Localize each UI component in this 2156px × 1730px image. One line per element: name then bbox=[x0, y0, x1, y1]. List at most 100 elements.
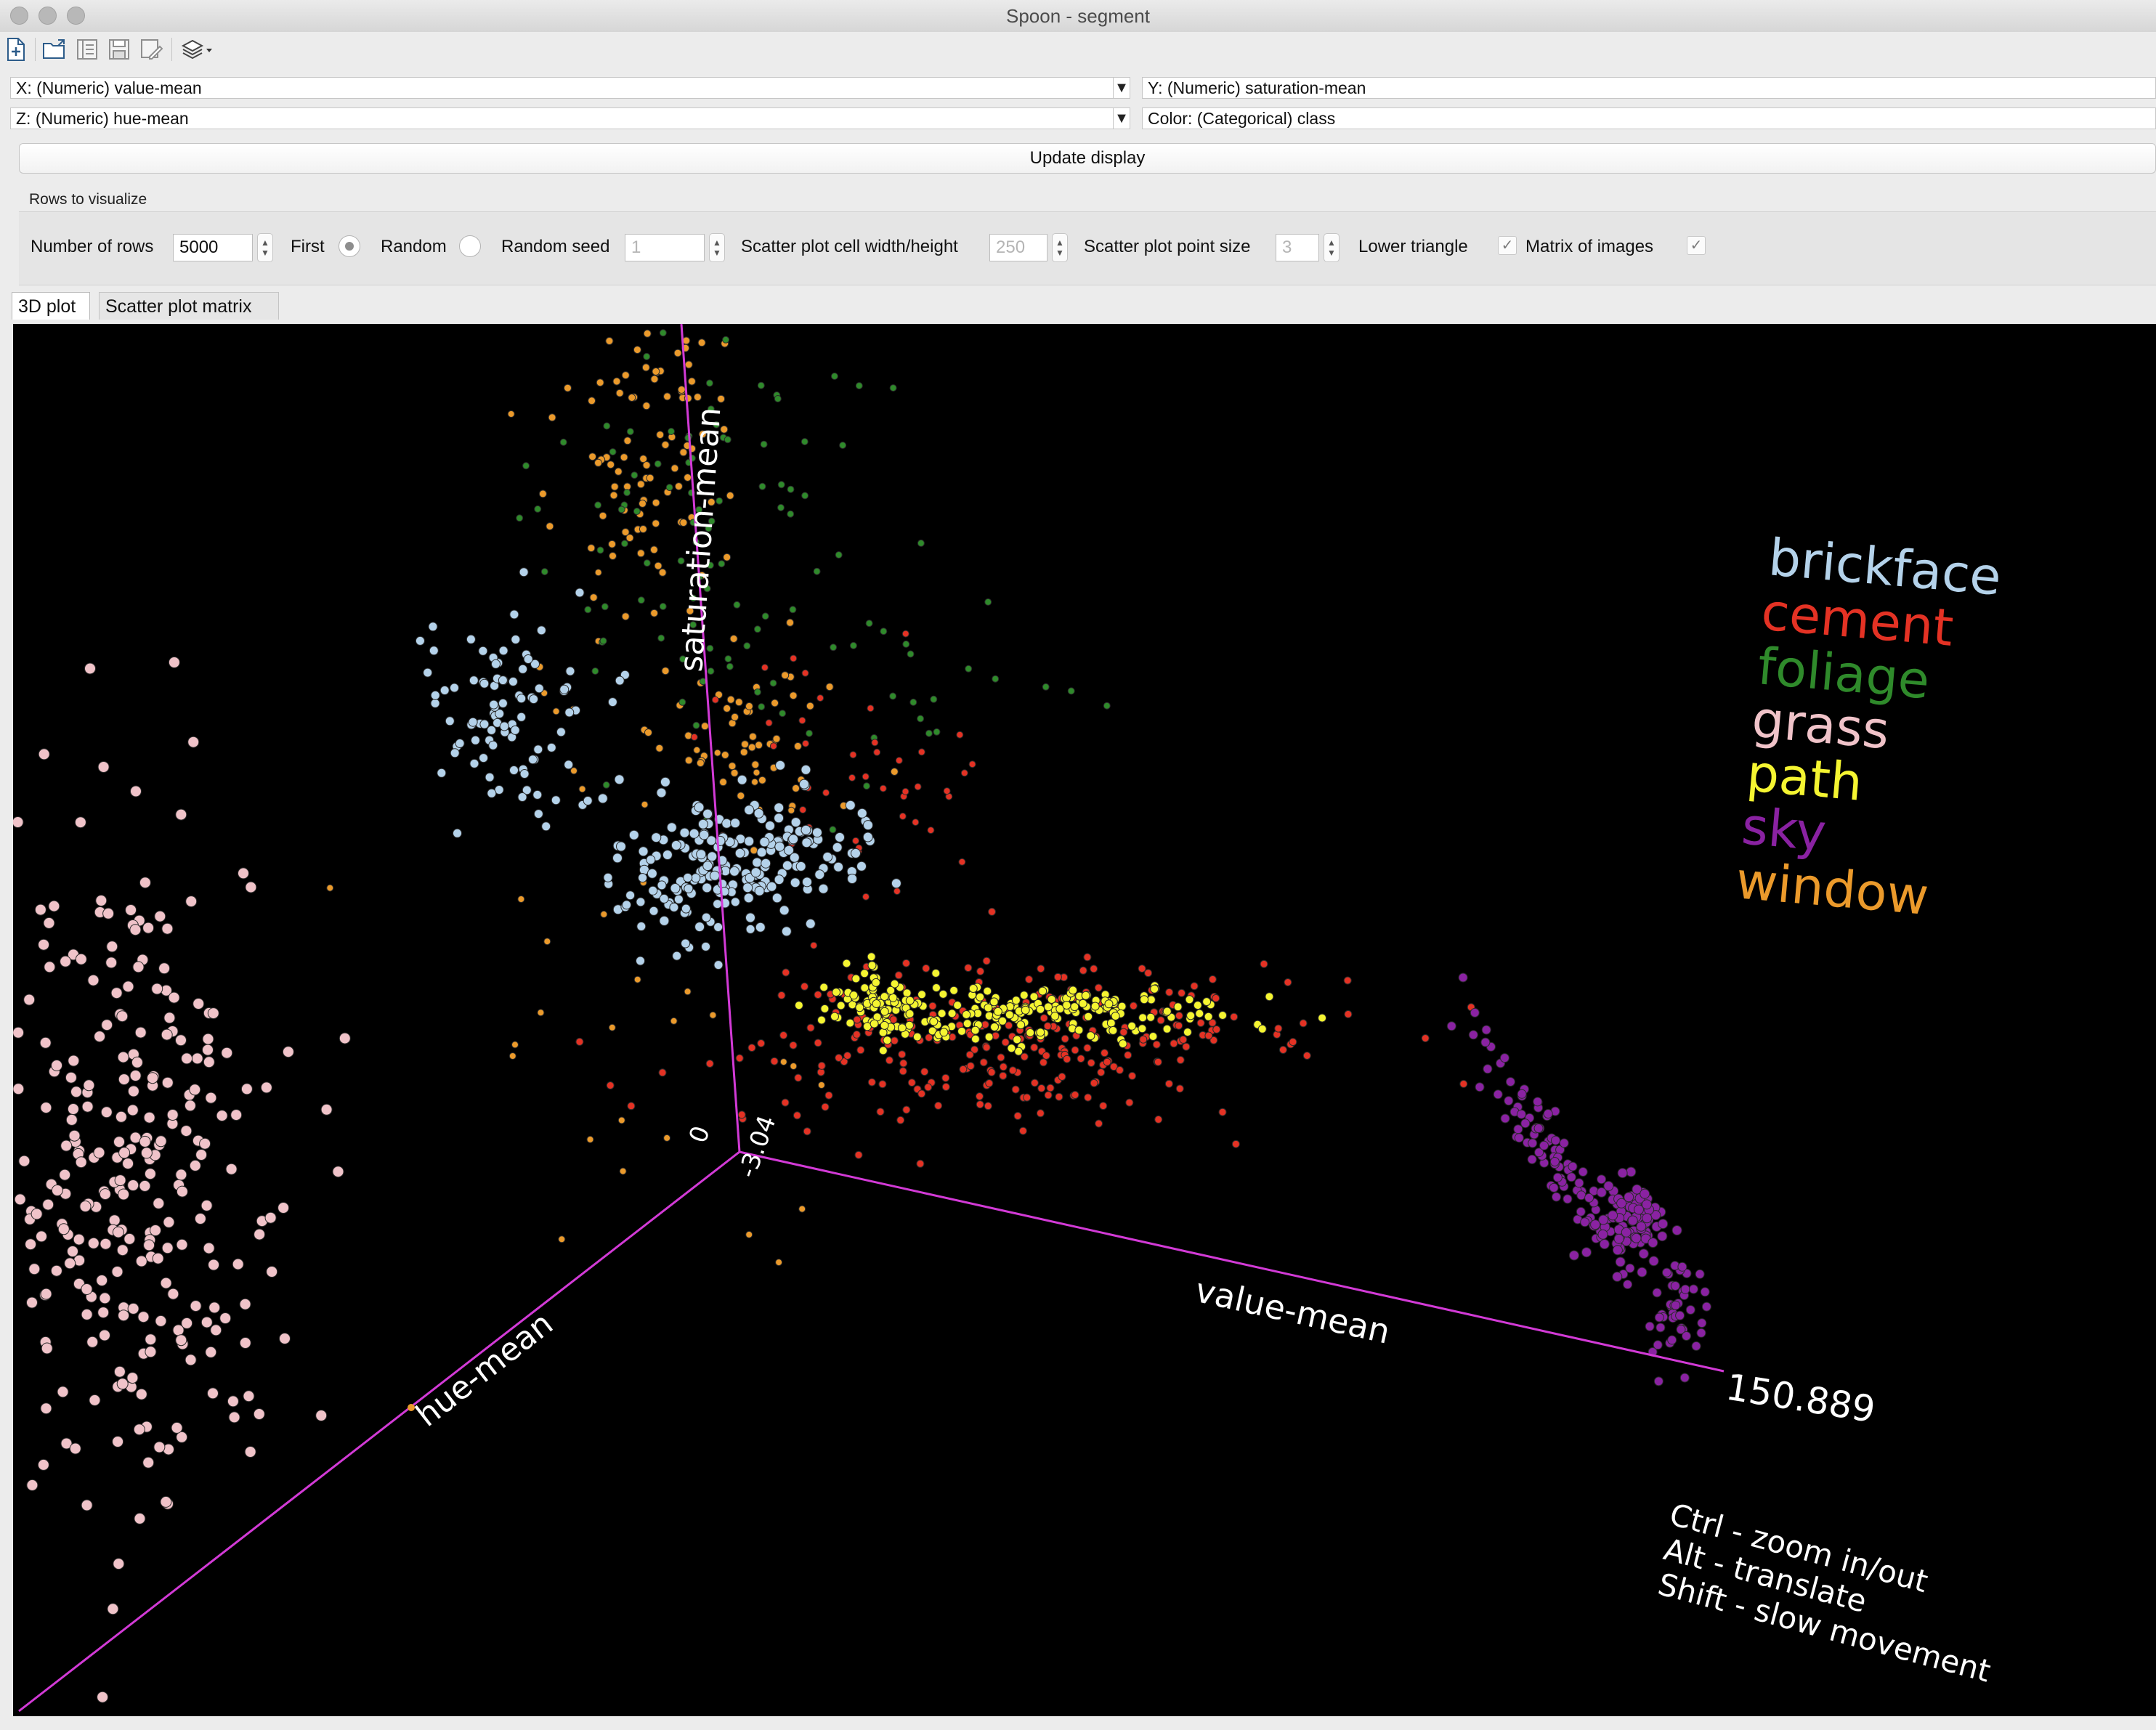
perspective-layers-icon[interactable] bbox=[179, 35, 219, 64]
data-point-cement bbox=[966, 1062, 975, 1071]
data-point-foliage bbox=[917, 539, 925, 547]
data-point-grass bbox=[89, 1394, 101, 1406]
data-point-foliage bbox=[787, 510, 795, 518]
save-icon[interactable] bbox=[105, 35, 134, 64]
explore-repository-icon[interactable] bbox=[73, 35, 102, 64]
data-point-brickface bbox=[683, 872, 693, 882]
data-point-grass bbox=[25, 1238, 37, 1251]
data-point-grass bbox=[115, 1110, 127, 1123]
data-point-cement bbox=[873, 748, 881, 756]
close-window-button[interactable] bbox=[10, 7, 28, 25]
random-radio[interactable] bbox=[459, 235, 481, 257]
data-point-brickface bbox=[699, 829, 710, 840]
data-point-foliage bbox=[657, 634, 665, 642]
data-point-sky bbox=[1475, 1082, 1485, 1092]
data-point-cement bbox=[1289, 1038, 1297, 1047]
random-label: Random bbox=[381, 237, 447, 256]
save-as-icon[interactable] bbox=[137, 35, 166, 64]
data-point-path bbox=[989, 997, 999, 1007]
z-axis-select[interactable]: Z: (Numeric) hue-mean bbox=[10, 107, 1116, 129]
data-point-cement bbox=[1344, 1010, 1353, 1018]
data-point-cement bbox=[917, 1089, 926, 1098]
new-file-icon[interactable] bbox=[1, 35, 31, 64]
data-point-path bbox=[1218, 1011, 1228, 1020]
data-point-window bbox=[620, 453, 628, 462]
data-point-sky bbox=[1700, 1287, 1710, 1297]
color-select[interactable]: Color: (Categorical) class bbox=[1142, 107, 2156, 129]
update-display-button[interactable]: Update display bbox=[19, 143, 2156, 174]
data-point-cement bbox=[802, 739, 809, 747]
x-axis-select[interactable]: X: (Numeric) value-mean bbox=[10, 77, 1116, 99]
data-point-cement bbox=[1046, 1084, 1055, 1092]
3d-plot-canvas[interactable]: value-mean saturation-mean hue-mean 150.889… bbox=[13, 324, 2156, 1716]
data-point-grass bbox=[38, 938, 50, 951]
point-size-input[interactable]: 3 bbox=[1276, 234, 1319, 261]
data-point-sky bbox=[1549, 1157, 1560, 1166]
data-point-window bbox=[625, 534, 634, 543]
cell-size-input[interactable]: 250 bbox=[989, 234, 1047, 261]
data-point-grass bbox=[200, 1199, 213, 1211]
data-point-foliage bbox=[789, 606, 797, 614]
data-point-sky bbox=[1655, 1323, 1666, 1333]
data-point-cement bbox=[1154, 1057, 1162, 1066]
random-seed-input[interactable]: 1 bbox=[625, 234, 705, 261]
data-point-grass bbox=[123, 1232, 136, 1245]
data-point-sky bbox=[1653, 1340, 1663, 1350]
data-point-cement bbox=[896, 1116, 905, 1124]
data-point-grass bbox=[168, 991, 180, 1004]
data-point-window bbox=[656, 431, 665, 439]
data-point-cement bbox=[979, 1058, 988, 1067]
number-of-rows-input[interactable]: 5000 bbox=[173, 234, 253, 261]
data-point-grass bbox=[194, 1213, 206, 1225]
data-point-path bbox=[1193, 1001, 1202, 1010]
z-axis-tick-label: -3.04 bbox=[733, 1112, 782, 1182]
data-point-grass bbox=[26, 1296, 38, 1309]
data-point-brickface bbox=[701, 941, 711, 951]
data-point-path bbox=[1186, 1011, 1196, 1020]
tab-3d-plot[interactable]: 3D plot bbox=[12, 292, 90, 320]
data-point-path bbox=[1117, 1002, 1127, 1011]
y-axis-select[interactable]: Y: (Numeric) saturation-mean bbox=[1142, 77, 2156, 99]
data-point-cement bbox=[1039, 1058, 1047, 1067]
data-point-brickface bbox=[556, 727, 566, 737]
data-point-foliage bbox=[708, 517, 716, 525]
data-point-cement bbox=[824, 1091, 833, 1100]
point-size-stepper[interactable]: ▲ ▼ bbox=[1324, 233, 1340, 262]
data-point-grass bbox=[208, 1301, 221, 1314]
first-radio[interactable] bbox=[339, 235, 360, 257]
data-point-path bbox=[1005, 1010, 1014, 1020]
data-point-window bbox=[649, 545, 658, 554]
cell-size-stepper[interactable]: ▲ ▼ bbox=[1052, 233, 1068, 262]
data-point-grass bbox=[253, 1408, 265, 1420]
data-point-brickface bbox=[494, 785, 504, 795]
data-point-cement bbox=[1101, 1049, 1109, 1057]
data-point-foliage bbox=[617, 505, 625, 513]
z-axis-label: hue-mean bbox=[409, 1305, 560, 1434]
open-folder-icon[interactable] bbox=[41, 35, 70, 64]
data-point-path bbox=[905, 1020, 914, 1030]
data-point-cement bbox=[1208, 1018, 1217, 1027]
data-point-cement bbox=[999, 1063, 1008, 1071]
chevron-down-icon[interactable]: ▼ bbox=[1113, 77, 1130, 99]
data-point-brickface bbox=[782, 860, 793, 871]
data-point-foliage bbox=[829, 826, 837, 834]
zoom-window-button[interactable] bbox=[67, 7, 85, 25]
data-point-cement bbox=[965, 1050, 974, 1059]
data-point-cement bbox=[658, 1068, 667, 1077]
data-point-cement bbox=[917, 748, 925, 756]
data-point-grass bbox=[161, 1242, 174, 1254]
number-of-rows-stepper[interactable]: ▲ ▼ bbox=[257, 233, 273, 262]
data-point-cement bbox=[1090, 965, 1098, 973]
3d-scatter-plot[interactable]: value-mean saturation-mean hue-mean 150.889… bbox=[13, 324, 2156, 1716]
chevron-down-icon[interactable]: ▼ bbox=[1113, 107, 1130, 129]
data-point-cement bbox=[956, 731, 964, 739]
tab-scatter-plot-matrix[interactable]: Scatter plot matrix bbox=[99, 292, 279, 320]
data-point-sky bbox=[1597, 1174, 1607, 1185]
data-point-cement bbox=[867, 704, 875, 712]
lower-triangle-checkbox[interactable]: ✓ bbox=[1498, 236, 1517, 255]
matrix-images-checkbox[interactable]: ✓ bbox=[1687, 236, 1706, 255]
minimize-window-button[interactable] bbox=[38, 7, 57, 25]
random-seed-stepper[interactable]: ▲ ▼ bbox=[709, 233, 725, 262]
data-point-brickface bbox=[564, 760, 574, 770]
data-point-path bbox=[1013, 1035, 1022, 1044]
